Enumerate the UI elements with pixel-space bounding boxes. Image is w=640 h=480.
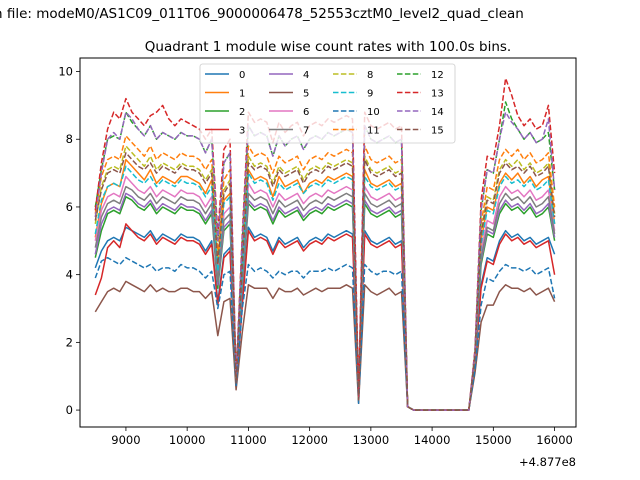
figure-suptitle: n file: modeM0/AS1C09_011T06_9000006478_… xyxy=(0,6,524,22)
series-line-3 xyxy=(94,223,556,411)
legend-label-6: 6 xyxy=(303,107,309,118)
series-line-8 xyxy=(94,145,556,411)
legend-label-14: 14 xyxy=(431,107,444,118)
x-tick-label: 13000 xyxy=(353,433,390,447)
x-tick-label: 9000 xyxy=(111,433,140,447)
x-axis-offset-label: +4.877e8 xyxy=(519,455,576,469)
plot-frame xyxy=(79,57,577,428)
x-tick-label: 12000 xyxy=(291,433,328,447)
x-tick-label: 14000 xyxy=(414,433,451,447)
series-line-10 xyxy=(94,256,556,411)
legend-label-13: 13 xyxy=(431,89,444,100)
legend-label-4: 4 xyxy=(303,70,309,81)
legend-label-0: 0 xyxy=(239,70,245,81)
y-axis: 0 2 4 6 8 10 xyxy=(58,65,80,417)
x-axis: 9000 10000 11000 12000 13000 14000 15000 16000 xyxy=(111,427,573,447)
x-tick-label: 15000 xyxy=(475,433,512,447)
legend-label-2: 2 xyxy=(239,107,245,118)
y-tick-label: 0 xyxy=(66,403,73,417)
legend-label-12: 12 xyxy=(431,70,444,81)
x-tick-label: 16000 xyxy=(536,433,573,447)
legend-label-9: 9 xyxy=(367,89,373,100)
y-tick-label: 10 xyxy=(58,65,73,79)
legend-label-10: 10 xyxy=(367,107,380,118)
legend-label-8: 8 xyxy=(367,70,373,81)
legend-label-5: 5 xyxy=(303,89,309,100)
legend-label-15: 15 xyxy=(431,126,444,137)
legend-label-11: 11 xyxy=(367,126,380,137)
plot-lines xyxy=(94,77,556,411)
x-tick-label: 11000 xyxy=(230,433,267,447)
y-tick-label: 4 xyxy=(66,268,73,282)
series-line-5 xyxy=(94,280,556,411)
legend-box xyxy=(199,63,456,144)
y-tick-label: 8 xyxy=(66,132,73,146)
legend-label-7: 7 xyxy=(303,126,309,137)
y-tick-label: 2 xyxy=(66,335,73,349)
legend-label-3: 3 xyxy=(239,126,245,137)
chart-title: Quadrant 1 module wise count rates with … xyxy=(145,39,511,55)
y-tick-label: 6 xyxy=(66,200,73,214)
legend-label-1: 1 xyxy=(239,89,245,100)
series-line-15 xyxy=(94,152,556,411)
x-tick-label: 10000 xyxy=(169,433,206,447)
